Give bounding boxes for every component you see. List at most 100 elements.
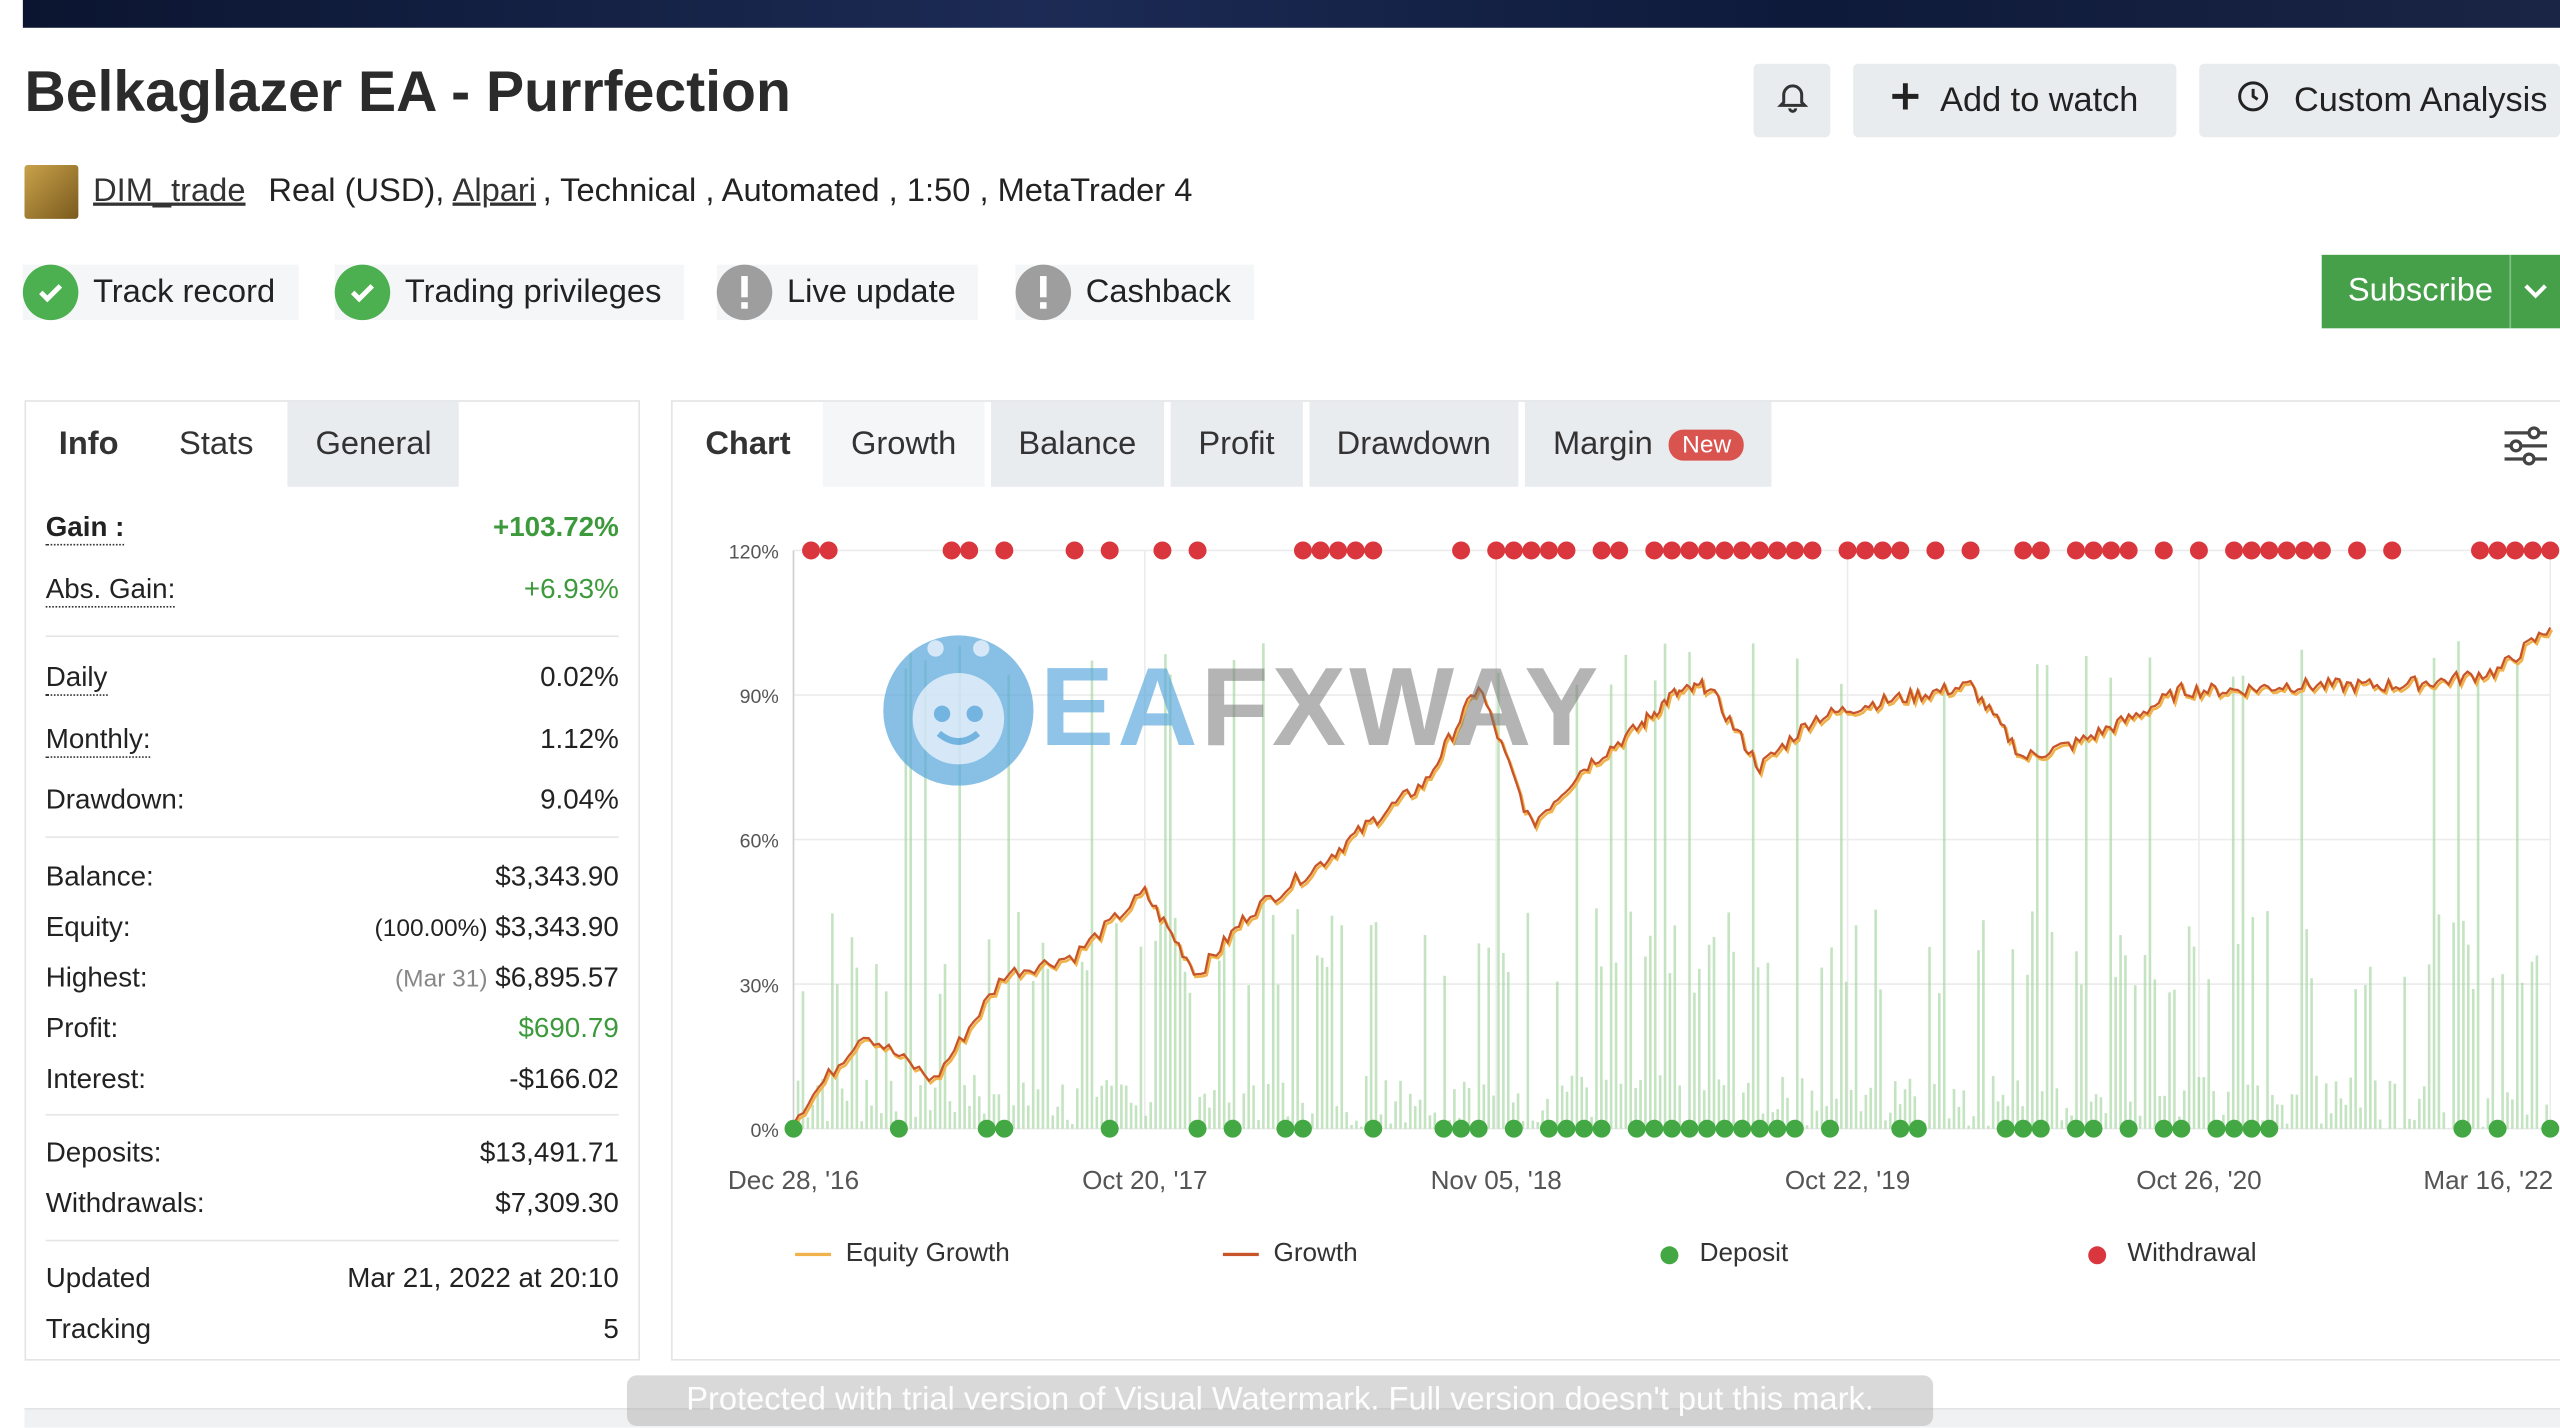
volume-bar [1644, 956, 1647, 1128]
volume-bar [1600, 966, 1603, 1128]
volume-bar [2394, 1084, 2397, 1129]
volume-bar [1816, 1111, 1819, 1129]
withdrawal-marker [1610, 541, 1628, 559]
volume-bar [1693, 993, 1696, 1129]
volume-bar [2457, 641, 2460, 1128]
volume-bar [1860, 1111, 1863, 1128]
withdrawal-marker [943, 541, 961, 559]
deposit-marker [1628, 1120, 1646, 1138]
volume-bar [1125, 1086, 1128, 1129]
withdrawal-marker [802, 541, 820, 559]
volume-bar [2492, 978, 2495, 1129]
volume-bar [2315, 1076, 2318, 1129]
volume-bar [1625, 655, 1628, 1129]
volume-bar [1468, 1088, 1471, 1129]
volume-bar [2286, 1124, 2289, 1129]
withdrawal-marker [2295, 541, 2313, 559]
volume-bar [2075, 951, 2078, 1128]
volume-bar [831, 913, 834, 1128]
deposit-marker [1435, 1120, 1453, 1138]
volume-bar [2501, 974, 2504, 1128]
deposit-marker [1821, 1120, 1839, 1138]
withdrawal-marker [2278, 541, 2296, 559]
volume-bar [2516, 664, 2519, 1129]
withdrawal-marker [1645, 541, 1663, 559]
volume-bar [1429, 1115, 1432, 1128]
volume-bar [811, 1105, 814, 1129]
legend-deposit[interactable]: Deposit [1660, 1240, 1788, 1269]
volume-bar [807, 1117, 810, 1128]
withdrawal-marker [2225, 541, 2243, 559]
volume-bar [2154, 979, 2157, 1128]
volume-bar [2114, 977, 2117, 1129]
volume-bar [1713, 937, 1716, 1129]
volume-bar [1042, 943, 1045, 1129]
legend-growth[interactable]: Growth [1223, 1240, 1358, 1269]
deposit-marker [2032, 1120, 2050, 1138]
volume-bar [953, 1112, 956, 1129]
volume-bar [1414, 1106, 1417, 1129]
deposit-marker [1452, 1120, 1470, 1138]
volume-bar [2080, 985, 2083, 1129]
volume-bar [2193, 947, 2196, 1129]
volume-bar [1399, 1081, 1402, 1129]
volume-bar [2433, 658, 2436, 1129]
volume-bar [1394, 1101, 1397, 1128]
y-tick-label: 90% [740, 686, 779, 708]
volume-bar [2443, 1112, 2446, 1128]
volume-bar [2531, 962, 2534, 1129]
volume-bar [1012, 1105, 1015, 1128]
volume-bar [1223, 948, 1226, 1129]
volume-bar [1948, 1118, 1951, 1128]
withdrawal-marker [1557, 541, 1575, 559]
volume-bar [2325, 1083, 2328, 1128]
volume-bar [1213, 1090, 1216, 1129]
volume-bar [1409, 1094, 1412, 1129]
deposit-marker [2085, 1120, 2103, 1138]
volume-bar [1884, 1120, 1887, 1128]
x-tick-label: Oct 26, '20 [2136, 1165, 2261, 1195]
volume-bar [2438, 914, 2441, 1128]
y-tick-label: 120% [729, 542, 779, 564]
volume-bar [1938, 993, 1941, 1129]
legend-label: Deposit [1700, 1240, 1789, 1269]
volume-bar [1081, 962, 1084, 1129]
legend-label: Equity Growth [846, 1240, 1010, 1269]
deposit-marker [1716, 1120, 1734, 1138]
withdrawal-marker [1189, 541, 1207, 559]
volume-bar [1669, 973, 1672, 1129]
volume-bar [2266, 911, 2269, 1129]
deposit-marker [978, 1120, 996, 1138]
deposit-marker [1751, 1120, 1769, 1138]
volume-bar [2526, 1115, 2529, 1129]
withdrawal-marker [2032, 541, 2050, 559]
volume-bar [2168, 992, 2171, 1128]
legend-label: Withdrawal [2127, 1240, 2256, 1269]
deposit-marker [2453, 1120, 2471, 1138]
volume-bar [2354, 989, 2357, 1129]
deposit-marker [1786, 1120, 1804, 1138]
deposit-marker [1575, 1120, 1593, 1138]
legend-equity-growth[interactable]: Equity Growth [795, 1240, 1010, 1269]
legend-withdrawal[interactable]: Withdrawal [2088, 1240, 2256, 1269]
volume-bar [2467, 945, 2470, 1129]
withdrawal-marker [1487, 541, 1505, 559]
volume-bar [1296, 909, 1299, 1129]
volume-bar [1507, 972, 1510, 1129]
volume-bar [1130, 1103, 1133, 1129]
volume-bar [841, 1088, 844, 1128]
volume-bar [1478, 943, 1481, 1128]
withdrawal-marker [1153, 541, 1171, 559]
withdrawal-marker [1716, 541, 1734, 559]
withdrawal-marker [2155, 541, 2173, 559]
watermark-text-fxway: FXWAY [1201, 644, 1602, 771]
withdrawal-marker [2120, 541, 2138, 559]
volume-bar [1345, 1112, 1348, 1129]
legend-label: Growth [1274, 1240, 1358, 1269]
volume-bar [914, 1117, 917, 1129]
volume-bar [802, 991, 805, 1128]
volume-bar [1629, 912, 1632, 1129]
volume-bar [2291, 1094, 2294, 1128]
volume-bar [2144, 955, 2147, 1129]
volume-bar [2188, 926, 2191, 1128]
